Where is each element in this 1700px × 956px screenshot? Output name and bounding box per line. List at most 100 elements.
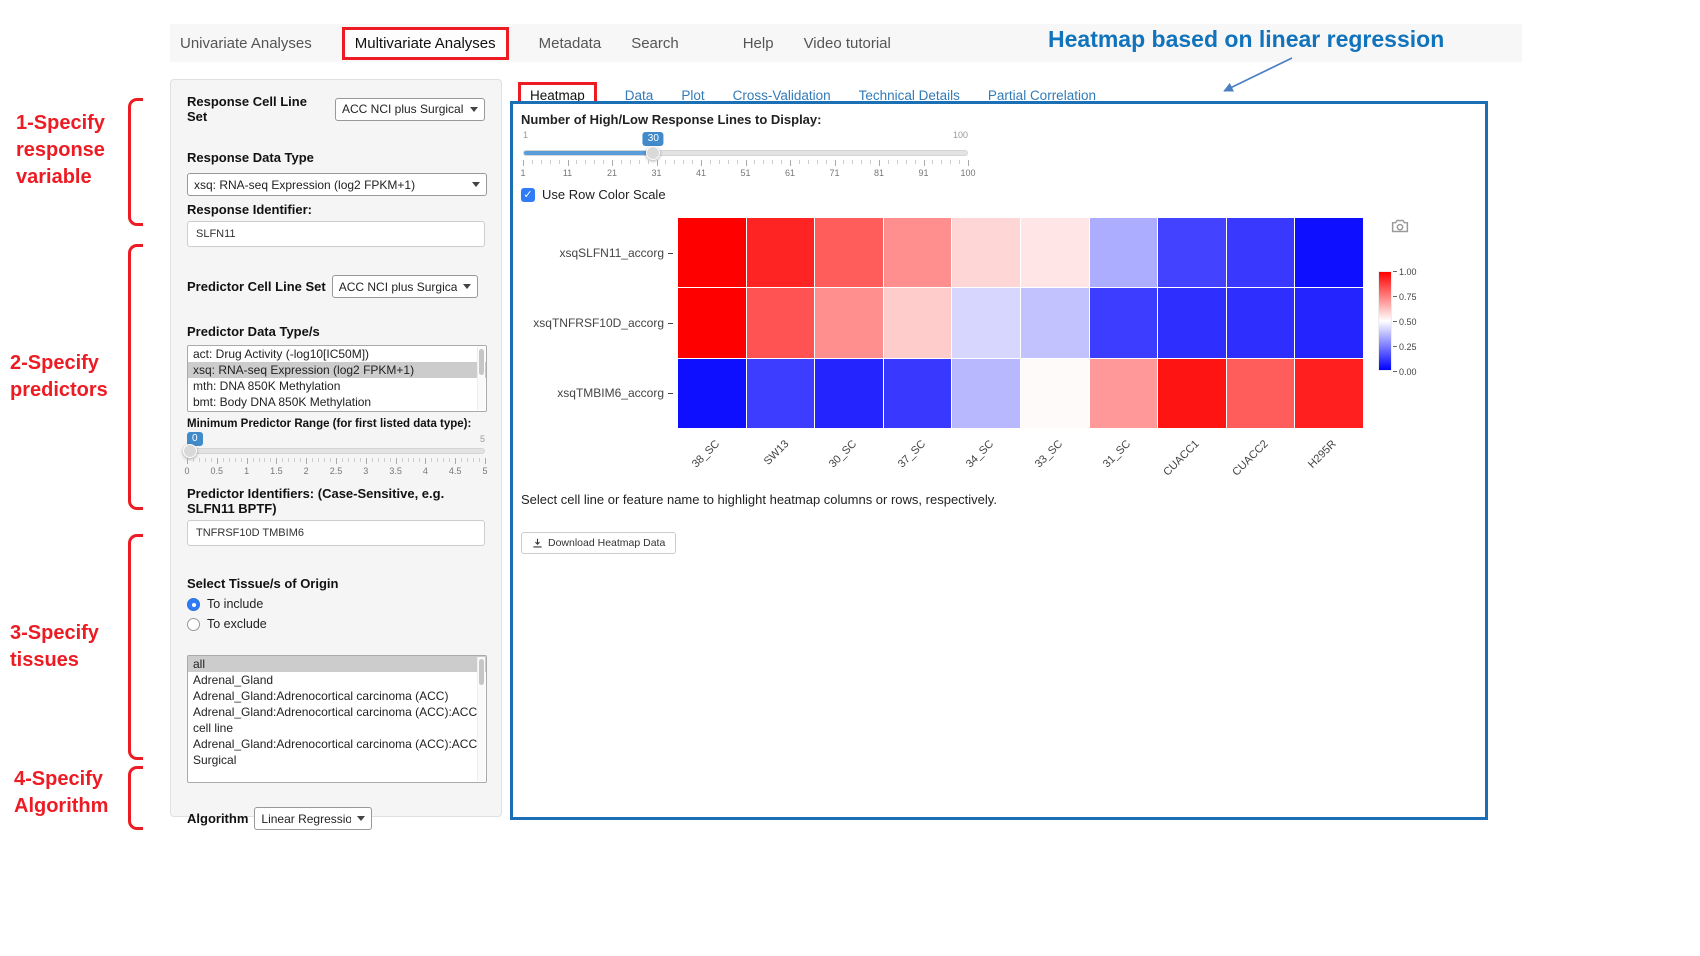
heatmap-cell-xsqTMBIM6_accorg-CUACC2[interactable]: [1226, 358, 1295, 428]
tissue-option[interactable]: Adrenal_Gland:Adrenocortical carcinoma (…: [193, 705, 478, 735]
heatmap-row-label[interactable]: xsqTMBIM6_accorg: [513, 358, 673, 428]
tissue-option[interactable]: Adrenal_Gland:Adrenocortical carcinoma (…: [193, 689, 449, 703]
slider-track[interactable]: [523, 150, 968, 156]
heatmap-cell-xsqSLFN11_accorg-SW13[interactable]: [746, 218, 815, 288]
slider-handle[interactable]: [183, 444, 197, 458]
annotation-bracket-4: [128, 766, 143, 830]
slider-ticks: 0 0.5 1 1.5 2 2.5 3 3.5 4 4.5 5: [184, 458, 488, 480]
heatmap-note: Select cell line or feature name to high…: [521, 492, 997, 507]
radio-button-icon[interactable]: [187, 617, 200, 631]
heatmap-col-label[interactable]: CUACC2: [1230, 438, 1271, 479]
heatmap-col-label[interactable]: 34_SC: [964, 438, 997, 471]
heatmap-cell-xsqTMBIM6_accorg-34_SC[interactable]: [952, 358, 1020, 428]
heatmap-cell-xsqTMBIM6_accorg-31_SC[interactable]: [1089, 358, 1158, 428]
algorithm-select[interactable]: Linear Regression: [254, 807, 373, 830]
tab-plot[interactable]: Plot: [681, 88, 705, 103]
heatmap-col-label[interactable]: 37_SC: [895, 438, 928, 471]
response-lines-slider[interactable]: 1 100 30 1 11 21 31 41 51 61 71 81 91 100: [520, 128, 975, 186]
tissue-option[interactable]: Adrenal_Gland:Adrenocortical carcinoma (…: [193, 737, 478, 767]
predictor-data-type-option[interactable]: act: Drug Activity (-log10[IC50M]): [193, 347, 370, 361]
tab-partial-correlation[interactable]: Partial Correlation: [987, 88, 1096, 103]
heatmap-cell-xsqSLFN11_accorg-33_SC[interactable]: [1020, 218, 1089, 288]
radio-button-icon[interactable]: [187, 597, 200, 611]
download-heatmap-data-button[interactable]: Download Heatmap Data: [521, 532, 677, 554]
heatmap-cell-xsqSLFN11_accorg-CUACC2[interactable]: [1226, 218, 1295, 288]
radio-to-include[interactable]: To include: [187, 597, 485, 611]
listbox-scrollbar[interactable]: [477, 657, 485, 781]
radio-to-exclude-label: To exclude: [207, 617, 267, 631]
heatmap-cell-xsqTMBIM6_accorg-38_SC[interactable]: [678, 358, 746, 428]
response-data-type-select[interactable]: xsq: RNA-seq Expression (log2 FPKM+1): [187, 173, 487, 196]
tissue-origin-listbox[interactable]: all Adrenal_Gland Adrenal_Gland:Adrenoco…: [187, 655, 487, 783]
tab-cross-validation[interactable]: Cross-Validation: [732, 88, 831, 103]
radio-to-exclude[interactable]: To exclude: [187, 617, 485, 631]
slider-handle[interactable]: [646, 146, 661, 160]
heatmap-cell-xsqTMBIM6_accorg-30_SC[interactable]: [815, 358, 883, 428]
response-identifier-input[interactable]: [187, 221, 485, 247]
response-cell-line-set-select[interactable]: ACC NCI plus Surgical: [335, 97, 485, 121]
heatmap-cell-xsqSLFN11_accorg-38_SC[interactable]: [678, 218, 746, 288]
heatmap-col-label[interactable]: 31_SC: [1101, 438, 1134, 471]
heatmap-cell-xsqSLFN11_accorg-30_SC[interactable]: [815, 218, 883, 288]
response-cell-line-set-label: Response Cell Line Set: [187, 94, 307, 124]
slider-tick-label: 21: [606, 168, 618, 178]
heatmap-cell-xsqTNFRSF10D_accorg-CUACC1[interactable]: [1158, 288, 1226, 358]
predictor-cell-line-set-select[interactable]: ACC NCI plus Surgical: [331, 275, 478, 298]
nav-search[interactable]: Search: [631, 34, 679, 52]
listbox-scrollbar[interactable]: [477, 347, 485, 410]
heatmap-cell-xsqTNFRSF10D_accorg-34_SC[interactable]: [952, 288, 1020, 358]
slider-track[interactable]: [187, 448, 485, 454]
predictor-data-type-option[interactable]: bmt: Body DNA 850K Methylation: [193, 395, 372, 409]
heatmap-cell-xsqSLFN11_accorg-34_SC[interactable]: [952, 218, 1020, 288]
heatmap-col-label[interactable]: 38_SC: [690, 438, 723, 471]
heatmap-col-label[interactable]: 30_SC: [827, 438, 860, 471]
heatmap-col-label[interactable]: 33_SC: [1032, 438, 1065, 471]
heatmap-cell-xsqTNFRSF10D_accorg-38_SC[interactable]: [678, 288, 746, 358]
heatmap-cell-xsqSLFN11_accorg-H295R[interactable]: [1295, 218, 1363, 288]
min-predictor-range-slider[interactable]: 0 5 0 0.5 1 1.5 2 2.5 3 3.5 4 4.5 5: [183, 432, 488, 480]
heatmap-cell-xsqTNFRSF10D_accorg-37_SC[interactable]: [883, 288, 952, 358]
heatmap-cell-xsqSLFN11_accorg-31_SC[interactable]: [1089, 218, 1158, 288]
heatmap-cell-xsqTNFRSF10D_accorg-SW13[interactable]: [746, 288, 815, 358]
nav-multivariate-analyses[interactable]: Multivariate Analyses: [341, 26, 509, 60]
heatmap-row-label[interactable]: xsqSLFN11_accorg: [513, 218, 673, 288]
heatmap-col-label[interactable]: SW13: [761, 438, 791, 468]
heatmap-cell-xsqSLFN11_accorg-CUACC1[interactable]: [1158, 218, 1226, 288]
nav-metadata[interactable]: Metadata: [538, 34, 602, 52]
nav-help[interactable]: Help: [742, 34, 774, 52]
predictor-identifiers-input[interactable]: [187, 520, 485, 546]
heatmap-cell-xsqTMBIM6_accorg-SW13[interactable]: [746, 358, 815, 428]
row-color-scale-option[interactable]: ✓ Use Row Color Scale: [521, 187, 666, 202]
heatmap-row-label[interactable]: xsqTNFRSF10D_accorg: [513, 288, 673, 358]
tab-data[interactable]: Data: [624, 88, 654, 103]
heatmap-cell-xsqTMBIM6_accorg-37_SC[interactable]: [883, 358, 952, 428]
tissue-option-selected[interactable]: all: [188, 656, 486, 672]
predictor-data-type-option-selected[interactable]: xsq: RNA-seq Expression (log2 FPKM+1): [188, 362, 486, 378]
heatmap-cell-xsqTNFRSF10D_accorg-31_SC[interactable]: [1089, 288, 1158, 358]
colorbar-tick-label: 0.00: [1399, 367, 1417, 377]
heatmap-cell-xsqTNFRSF10D_accorg-H295R[interactable]: [1295, 288, 1363, 358]
nav-video-tutorial[interactable]: Video tutorial: [803, 34, 891, 52]
tab-technical-details[interactable]: Technical Details: [858, 88, 960, 103]
heatmap-cell-xsqTMBIM6_accorg-H295R[interactable]: [1295, 358, 1363, 428]
heatmap-col-label[interactable]: CUACC1: [1161, 438, 1202, 479]
heatmap-cell-xsqTNFRSF10D_accorg-CUACC2[interactable]: [1226, 288, 1295, 358]
heatmap-cell-xsqSLFN11_accorg-37_SC[interactable]: [883, 218, 952, 288]
colorbar-gradient: [1378, 271, 1392, 371]
heatmap-cell-xsqTMBIM6_accorg-CUACC1[interactable]: [1158, 358, 1226, 428]
tissue-option[interactable]: Adrenal_Gland: [193, 673, 274, 687]
heatmap-cell-xsqTNFRSF10D_accorg-30_SC[interactable]: [815, 288, 883, 358]
nav-univariate-analyses[interactable]: Univariate Analyses: [180, 34, 312, 52]
select-value: xsq: RNA-seq Expression (log2 FPKM+1): [194, 177, 416, 192]
heatmap-cell-xsqTMBIM6_accorg-33_SC[interactable]: [1020, 358, 1089, 428]
predictor-data-type-option[interactable]: mth: DNA 850K Methylation: [193, 379, 341, 393]
annotation-bracket-2: [128, 244, 143, 510]
heatmap-cell-xsqTNFRSF10D_accorg-33_SC[interactable]: [1020, 288, 1089, 358]
predictor-data-types-listbox[interactable]: act: Drug Activity (-log10[IC50M]) xsq: …: [187, 345, 487, 412]
camera-icon[interactable]: [1391, 219, 1409, 238]
annotation-bracket-3: [128, 534, 143, 760]
checkbox-checked-icon[interactable]: ✓: [521, 187, 535, 202]
heatmap-col-label[interactable]: H295R: [1306, 438, 1339, 471]
slider-tick-label: 31: [651, 168, 662, 178]
result-tabs: Heatmap Data Plot Cross-Validation Techn…: [518, 82, 1096, 109]
